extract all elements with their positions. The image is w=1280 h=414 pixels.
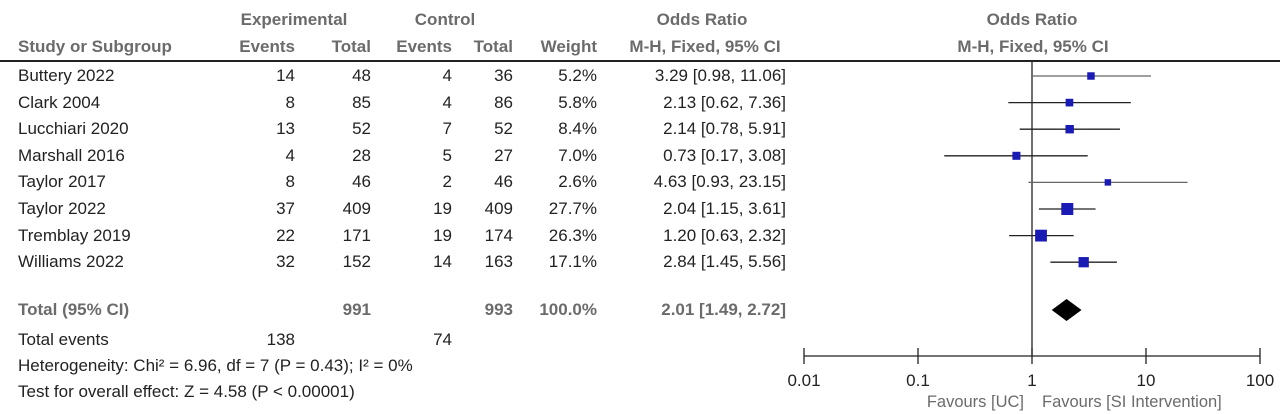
weight-cell: 27.7% — [548, 199, 597, 218]
events-experimental: 4 — [285, 145, 295, 165]
events-experimental: 32 — [276, 252, 295, 272]
events-experimental: 13 — [276, 119, 295, 139]
heterogeneity-text: Heterogeneity: Chi² = 6.96, df = 7 (P = … — [18, 356, 413, 375]
point-estimate-square — [1012, 151, 1021, 160]
point-estimate-square — [1035, 229, 1047, 242]
study-name: Taylor 2022 — [18, 199, 106, 218]
total-control-cell: 27 — [494, 145, 513, 165]
odds-ratio-cell: 2.84 [1.45, 5.56] — [663, 252, 786, 272]
weight-cell: 5.2% — [558, 66, 597, 85]
total-label: Total (95% CI) — [18, 300, 130, 319]
col-weight-header: Weight — [540, 37, 597, 56]
odds-ratio-header-left: Odds Ratio — [656, 10, 748, 29]
odds-ratio-cell: 1.20 [0.63, 2.32] — [663, 225, 786, 245]
odds-ratio-cell: 4.63 [0.93, 23.15] — [653, 172, 786, 192]
point-estimate-square — [1104, 179, 1112, 186]
odds-ratio-cell: 3.29 [0.98, 11.06] — [654, 66, 786, 85]
study-name: Tremblay 2019 — [18, 225, 131, 245]
col-method-header-left: M-H, Fixed, 95% CI — [629, 37, 781, 56]
total-events-experimental: 138 — [266, 330, 295, 349]
odds-ratio-cell: 2.13 [0.62, 7.36] — [663, 92, 786, 112]
total-control-cell: 36 — [494, 66, 513, 85]
total-control: 993 — [484, 300, 513, 319]
total-experimental-cell: 152 — [342, 252, 371, 272]
events-experimental: 37 — [276, 199, 295, 218]
experimental-group-header: Experimental — [240, 10, 348, 29]
total-control-cell: 52 — [494, 119, 513, 139]
favours-left-label: Favours [UC] — [927, 393, 1024, 411]
study-name: Buttery 2022 — [18, 66, 115, 85]
study-name: Marshall 2016 — [18, 145, 125, 165]
point-estimate-square — [1078, 257, 1089, 268]
total-experimental-cell: 409 — [342, 199, 371, 218]
weight-cell: 8.4% — [558, 119, 597, 139]
weight-cell: 17.1% — [548, 252, 597, 272]
x-tick-label: 100 — [1246, 371, 1274, 390]
total-experimental-cell: 171 — [342, 225, 371, 245]
events-control: 5 — [442, 145, 452, 165]
col-study-header: Study or Subgroup — [18, 37, 172, 56]
odds-ratio-cell: 2.04 [1.15, 3.61] — [663, 199, 786, 218]
study-name: Williams 2022 — [18, 252, 124, 272]
total-control-cell: 409 — [484, 199, 513, 218]
x-tick-label: 0.01 — [787, 371, 820, 390]
events-control: 2 — [442, 172, 452, 192]
total-control-cell: 163 — [484, 252, 513, 272]
total-experimental-cell: 52 — [352, 119, 371, 139]
events-control: 4 — [442, 92, 452, 112]
total-control-cell: 46 — [494, 172, 513, 192]
odds-ratio-cell: 2.14 [0.78, 5.91] — [663, 119, 786, 139]
pooled-estimate-diamond — [1051, 299, 1082, 321]
total-experimental-cell: 28 — [352, 145, 371, 165]
favours-right-label: Favours [SI Intervention] — [1042, 393, 1222, 411]
point-estimate-square — [1061, 203, 1074, 215]
col-events1-header: Events — [239, 37, 295, 56]
odds-ratio-cell: 0.73 [0.17, 3.08] — [663, 145, 786, 165]
study-name: Lucchiari 2020 — [18, 119, 129, 139]
total-events-label: Total events — [18, 330, 109, 349]
point-estimate-square — [1065, 124, 1074, 134]
events-experimental: 22 — [276, 225, 295, 245]
overall-effect-text: Test for overall effect: Z = 4.58 (P < 0… — [18, 382, 355, 401]
odds-ratio-header-right: Odds Ratio — [986, 10, 1078, 29]
events-control: 7 — [442, 119, 452, 139]
events-control: 19 — [433, 225, 452, 245]
weight-cell: 2.6% — [558, 172, 597, 192]
control-group-header: Control — [414, 10, 476, 29]
weight-cell: 7.0% — [558, 145, 597, 165]
col-total2-header: Total — [473, 37, 513, 56]
total-weight: 100.0% — [539, 300, 597, 319]
total-experimental-cell: 48 — [352, 66, 371, 85]
total-or-text: 2.01 [1.49, 2.72] — [661, 300, 786, 319]
events-experimental: 8 — [285, 92, 295, 112]
events-experimental: 8 — [285, 172, 295, 192]
events-control: 14 — [433, 252, 452, 272]
weight-cell: 26.3% — [548, 225, 597, 245]
col-total1-header: Total — [331, 37, 371, 56]
col-events2-header: Events — [396, 37, 452, 56]
point-estimate-square — [1065, 98, 1074, 107]
point-estimate-square — [1087, 72, 1095, 80]
x-tick-label: 0.1 — [906, 371, 930, 390]
total-experimental-cell: 46 — [352, 172, 371, 192]
x-tick-label: 10 — [1137, 371, 1156, 390]
study-name: Clark 2004 — [18, 92, 101, 112]
total-experimental-cell: 85 — [352, 92, 371, 112]
weight-cell: 5.8% — [558, 92, 597, 112]
events-control: 4 — [442, 66, 452, 85]
col-method-header-right: M-H, Fixed, 95% CI — [957, 37, 1109, 56]
total-events-control: 74 — [433, 330, 452, 349]
total-control-cell: 174 — [484, 225, 513, 245]
total-control-cell: 86 — [494, 92, 513, 112]
total-experimental: 991 — [342, 300, 371, 319]
events-control: 19 — [433, 199, 452, 218]
x-tick-label: 1 — [1027, 371, 1036, 390]
header-divider — [0, 60, 1280, 62]
study-name: Taylor 2017 — [18, 172, 106, 192]
events-experimental: 14 — [276, 66, 295, 85]
